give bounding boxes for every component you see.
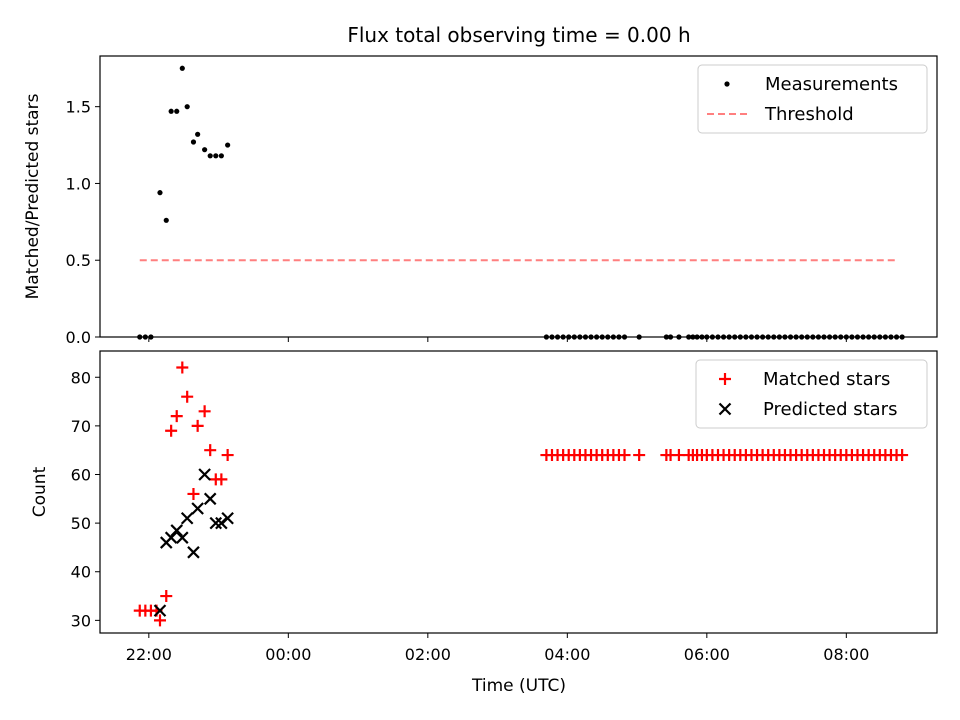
series-matched-stars — [133, 361, 909, 627]
data-point — [896, 449, 909, 462]
legend-marker — [718, 402, 732, 416]
data-point — [191, 502, 204, 515]
series-predicted-stars — [153, 468, 234, 617]
data-point — [181, 390, 194, 403]
plot-frame — [99, 350, 938, 634]
data-point — [164, 531, 178, 544]
y-tick-label: 50 — [71, 514, 91, 533]
legend: Matched stars Predicted stars — [695, 359, 928, 429]
y-tick-label: 40 — [71, 563, 91, 582]
plot-frame — [99, 55, 938, 338]
x-tick-label: 04:00 — [544, 645, 590, 664]
data-point — [160, 590, 173, 603]
count-panel: 30 40 50 60 70 80 Count Matched stars Predicted … — [30, 350, 938, 638]
x-tick-label: 02:00 — [405, 645, 451, 664]
data-point — [207, 153, 213, 159]
data-point — [153, 614, 166, 627]
data-point — [198, 468, 211, 481]
y-tick-label: 0.5 — [66, 251, 91, 270]
data-point — [170, 410, 183, 423]
data-point — [221, 511, 234, 525]
y-axis-title: Matched/Predicted stars — [23, 93, 43, 299]
data-point — [176, 531, 189, 544]
x-axis-title: Time (UTC) — [471, 676, 566, 696]
chart-title: Flux total observing time = 0.00 h — [347, 23, 690, 47]
data-point — [190, 139, 197, 145]
data-point — [184, 104, 190, 110]
data-point — [215, 473, 228, 486]
data-point — [179, 65, 185, 71]
x-tick-label: 22:00 — [126, 645, 172, 664]
legend-label: Matched stars — [763, 369, 890, 390]
x-tick-label: 00:00 — [265, 645, 311, 664]
data-point — [168, 108, 174, 114]
y-tick-label: 0.0 — [66, 328, 91, 347]
data-point — [221, 449, 234, 462]
legend-label: Measurements — [765, 74, 898, 95]
y-tick-label: 1.0 — [66, 174, 91, 193]
y-tick-label: 60 — [71, 465, 91, 484]
data-point — [157, 190, 163, 196]
x-tick-label: 06:00 — [684, 645, 730, 664]
ratio-panel: 0.0 0.5 1.0 1.5 Matched/Predicted stars Measu… — [23, 55, 938, 347]
data-point — [202, 147, 208, 153]
data-point — [213, 153, 219, 159]
data-point — [209, 516, 223, 530]
y-tick-label: 30 — [71, 611, 91, 630]
legend: Measurements Threshold — [697, 64, 928, 134]
data-point — [174, 108, 180, 114]
y-tick-label: 80 — [71, 368, 91, 387]
legend-marker — [719, 373, 731, 385]
data-point — [176, 361, 189, 374]
data-point — [163, 217, 169, 223]
legend-label: Predicted stars — [763, 399, 897, 420]
data-point — [187, 487, 200, 500]
data-point — [198, 405, 211, 418]
data-point — [204, 444, 217, 457]
y-tick-label: 1.5 — [66, 98, 91, 117]
legend-box — [697, 64, 928, 134]
data-point — [165, 424, 178, 437]
data-point — [153, 604, 167, 617]
legend-marker — [724, 81, 730, 87]
data-point — [218, 153, 224, 159]
data-point — [203, 492, 217, 506]
data-point — [170, 524, 184, 537]
x-tick-label: 08:00 — [823, 645, 869, 664]
data-point — [195, 131, 201, 137]
data-point — [180, 511, 194, 525]
data-point — [618, 449, 631, 462]
legend-box — [695, 359, 928, 429]
data-point — [225, 142, 231, 148]
data-point — [191, 419, 204, 432]
x-axis: 22:00 00:00 02:00 04:00 06:00 08:00 — [126, 645, 870, 664]
y-axis-title: Count — [30, 466, 50, 517]
data-point — [187, 546, 200, 559]
legend-label: Threshold — [764, 104, 854, 125]
y-tick-label: 70 — [71, 417, 91, 436]
data-point — [633, 449, 646, 462]
